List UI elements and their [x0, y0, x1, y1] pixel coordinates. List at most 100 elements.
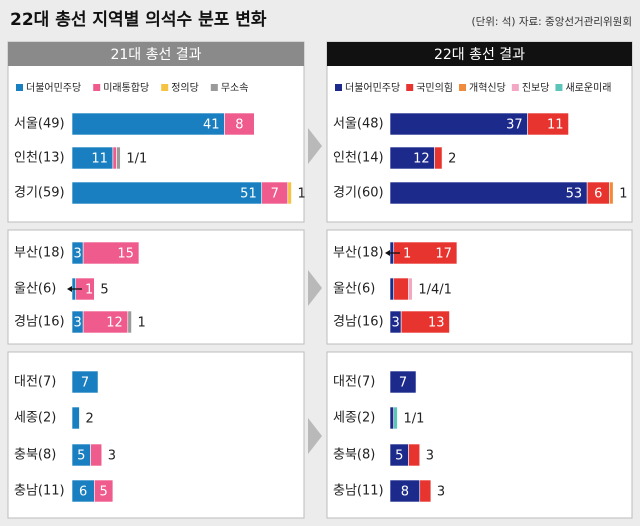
bar-segment	[527, 112, 569, 136]
legend-swatch	[335, 84, 342, 91]
panel-header	[8, 42, 304, 66]
value-label: 13	[428, 316, 445, 331]
bar-segment	[434, 146, 443, 170]
category-label: 충북(8)	[14, 448, 56, 463]
bar-segment	[393, 406, 398, 430]
chevron	[308, 418, 322, 454]
category-label: 울산(6)	[14, 282, 56, 297]
outside-label: 3	[437, 485, 445, 500]
panel-box	[326, 351, 633, 519]
bar-segment	[419, 479, 432, 503]
legend-swatch	[406, 84, 414, 91]
outside-label: 3	[426, 449, 434, 464]
bar-segment	[389, 406, 395, 430]
legend-label: 개혁신당	[469, 82, 506, 94]
legend-swatch	[16, 84, 23, 91]
bar-segment	[71, 181, 263, 205]
category-label: 경기(59)	[14, 186, 65, 201]
bar-segment	[389, 370, 417, 394]
category-label: 세종(2)	[14, 411, 56, 426]
category-label: 대전(7)	[14, 375, 56, 390]
category-label: 대전(7)	[333, 375, 375, 390]
legend-swatch	[161, 84, 169, 91]
value-label: 17	[435, 247, 452, 262]
category-label: 충북(8)	[333, 448, 375, 463]
panel-title: 21대 총선 결과	[110, 47, 201, 63]
category-label: 부산(18)	[14, 246, 65, 261]
legend-swatch	[555, 84, 563, 91]
outside-label: 2	[448, 152, 456, 167]
category-label: 충남(11)	[333, 484, 384, 499]
bar-segment	[408, 443, 421, 467]
value-label: 7	[81, 376, 89, 391]
value-label: 12	[106, 316, 123, 331]
category-label: 부산(18)	[333, 246, 384, 261]
bar-segment	[71, 370, 99, 394]
panel-box	[7, 229, 305, 345]
bar-segment	[127, 310, 132, 334]
category-label: 서울(49)	[14, 117, 65, 132]
legend-label: 정의당	[171, 82, 199, 94]
value-label: 7	[271, 187, 279, 202]
bar-segment	[94, 479, 114, 503]
panel-box	[7, 351, 305, 519]
category-label: 경기(60)	[333, 186, 384, 201]
value-label: 15	[117, 247, 134, 262]
bar-segment	[71, 406, 80, 430]
value-label: 8	[401, 485, 409, 500]
category-label: 충남(11)	[14, 484, 65, 499]
value-label: 53	[566, 187, 583, 202]
outside-label: 1/4/1	[418, 283, 452, 298]
category-label: 서울(48)	[333, 117, 384, 132]
arrow-head	[67, 286, 72, 292]
panel-box	[326, 229, 633, 345]
chevrons	[308, 128, 322, 454]
legend-label: 더불어민주당	[26, 82, 81, 94]
outside-label: 3	[108, 449, 116, 464]
chevron	[308, 128, 322, 164]
category-label: 인천(14)	[333, 151, 384, 166]
outside-label: 1	[297, 187, 305, 202]
value-label: 11	[547, 118, 564, 133]
bar-segment	[389, 181, 588, 205]
panel-title: 22대 총선 결과	[434, 47, 525, 63]
category-label: 울산(6)	[333, 282, 375, 297]
page-title: 22대 총선 지역별 의석수 분포 변화	[10, 10, 267, 30]
legend-swatch	[511, 84, 519, 91]
bar-segment	[408, 277, 413, 301]
bar-segment	[112, 146, 117, 170]
category-label: 인천(13)	[14, 151, 65, 166]
outside-label: 2	[85, 412, 93, 427]
value-label: 7	[399, 376, 407, 391]
bar-segment	[71, 112, 225, 136]
value-label: 5	[77, 449, 85, 464]
value-label: 51	[240, 187, 257, 202]
legend-label: 무소속	[221, 82, 249, 94]
value-label: 3	[391, 316, 399, 331]
bar-segment	[393, 277, 409, 301]
legend-swatch	[93, 84, 101, 91]
value-label: 5	[395, 449, 403, 464]
value-label: 12	[413, 152, 430, 167]
value-label: 41	[203, 118, 220, 133]
outside-label: 1	[138, 316, 146, 331]
bar-segment	[287, 181, 292, 205]
value-label: 11	[91, 152, 108, 167]
legend-label: 미래통합당	[103, 82, 149, 94]
category-label: 경남(16)	[14, 315, 65, 330]
outside-label: 1/1	[126, 152, 147, 167]
panel-header	[327, 42, 632, 66]
value-label: 6	[79, 485, 87, 500]
category-label: 세종(2)	[333, 411, 375, 426]
chevron	[308, 270, 322, 306]
arrow-label: 1	[85, 283, 93, 298]
legend-swatch	[210, 84, 218, 91]
value-label: 6	[594, 187, 602, 202]
bar-segment	[224, 112, 255, 136]
source: (단위: 석) 자료: 중앙선거관리위원회	[471, 15, 632, 28]
bar-segment	[389, 277, 395, 301]
outside-label: 1/1	[403, 412, 424, 427]
bar-segment	[90, 443, 103, 467]
outside-label: 5	[100, 283, 108, 298]
bar-segment	[116, 146, 121, 170]
